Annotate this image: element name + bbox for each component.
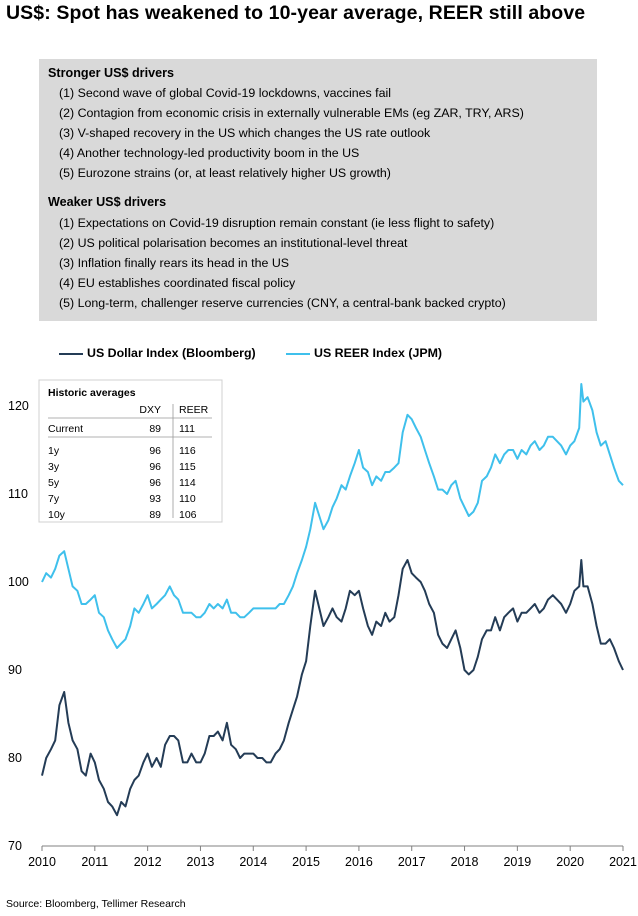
- weaker-driver-item: (3) Inflation finally rears its head in …: [59, 256, 290, 270]
- series-line-dxy: [41, 559, 624, 817]
- table-cell-dxy: 96: [149, 445, 161, 457]
- table-row-label: 1y: [48, 445, 60, 457]
- table-row-label: 3y: [48, 461, 60, 473]
- table-row-label: Current: [48, 423, 83, 435]
- table-header: DXY: [139, 404, 161, 416]
- source-note: Source: Bloomberg, Tellimer Research: [6, 898, 186, 910]
- axes: 2010 2011 2012 2013 2014 2015 2016 2017 2018 2019…: [8, 399, 637, 869]
- y-tick-label: 100: [8, 575, 29, 589]
- weaker-driver-item: (1) Expectations on Covid-19 disruption …: [59, 216, 495, 230]
- table-cell-reer: 115: [179, 461, 196, 473]
- table-cell-dxy: 89: [149, 423, 161, 435]
- table-header: REER: [179, 404, 209, 416]
- table-title: Historic averages: [48, 387, 136, 399]
- table-row-label: 5y: [48, 477, 60, 489]
- x-tick-label: 2017: [398, 855, 426, 869]
- x-tick-label: 2014: [239, 855, 267, 869]
- x-tick-label: 2013: [187, 855, 215, 869]
- table-row-label: 7y: [48, 493, 60, 505]
- table-cell-reer: 110: [179, 493, 196, 505]
- legend-label-reer: US REER Index (JPM): [314, 346, 443, 360]
- chart-legend: US Dollar Index (Bloomberg) US REER Inde…: [0, 344, 638, 364]
- x-tick-label: 2011: [81, 855, 108, 869]
- line-chart: 2010 2011 2012 2013 2014 2015 2016 2017 2018 2019…: [8, 379, 637, 869]
- legend-swatch-reer: [286, 353, 310, 355]
- y-tick-label: 70: [8, 839, 22, 853]
- x-tick-label: 2021: [609, 855, 637, 869]
- weaker-drivers-heading: Weaker US$ drivers: [48, 195, 167, 209]
- x-tick-label: 2020: [556, 855, 584, 869]
- table-cell-reer: 116: [179, 445, 196, 457]
- x-tick-label: 2019: [503, 855, 531, 869]
- table-cell-dxy: 89: [149, 509, 161, 521]
- series-line-reer: [41, 383, 624, 649]
- drivers-box: Stronger US$ drivers (1) Second wave of …: [39, 59, 597, 321]
- weaker-driver-item: (5) Long-term, challenger reserve curren…: [59, 296, 506, 310]
- table-cell-reer: 114: [179, 477, 196, 489]
- stronger-driver-item: (2) Contagion from economic crisis in ex…: [59, 106, 524, 120]
- stronger-driver-item: (4) Another technology-led productivity …: [59, 146, 360, 160]
- x-tick-label: 2010: [28, 855, 56, 869]
- table-cell-reer: 111: [179, 423, 195, 435]
- y-tick-label: 110: [8, 487, 28, 501]
- legend-label-dxy: US Dollar Index (Bloomberg): [87, 346, 256, 360]
- y-tick-label: 80: [8, 751, 22, 765]
- series: [41, 383, 624, 817]
- table-background: [38, 379, 223, 523]
- table-row-label: 10y: [48, 509, 66, 521]
- x-tick-label: 2016: [345, 855, 373, 869]
- legend-swatch-dxy: [59, 353, 83, 355]
- stronger-drivers-heading: Stronger US$ drivers: [48, 66, 174, 80]
- stronger-driver-item: (3) V-shaped recovery in the US which ch…: [59, 126, 431, 140]
- weaker-driver-item: (2) US political polarisation becomes an…: [59, 236, 408, 250]
- table-cell-reer: 106: [179, 509, 197, 521]
- stronger-driver-item: (5) Eurozone strains (or, at least relat…: [59, 166, 391, 180]
- table-cell-dxy: 96: [149, 477, 161, 489]
- table-cell-dxy: 93: [149, 493, 161, 505]
- y-tick-label: 120: [8, 399, 29, 413]
- y-tick-label: 90: [8, 663, 22, 677]
- weaker-driver-item: (4) EU establishes coordinated fiscal po…: [59, 276, 296, 290]
- stronger-driver-item: (1) Second wave of global Covid-19 lockd…: [59, 86, 391, 100]
- x-tick-label: 2012: [134, 855, 162, 869]
- page-title: US$: Spot has weakened to 10-year averag…: [6, 2, 586, 24]
- table-cell-dxy: 96: [149, 461, 161, 473]
- x-tick-label: 2015: [292, 855, 320, 869]
- x-tick-label: 2018: [451, 855, 479, 869]
